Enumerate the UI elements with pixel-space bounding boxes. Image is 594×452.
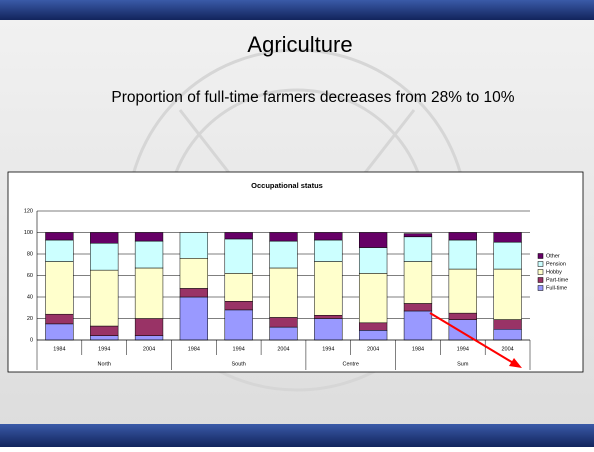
bar-segment — [493, 319, 522, 330]
bar-segment — [314, 239, 343, 262]
bar-segment — [448, 239, 477, 270]
legend-swatch — [537, 285, 544, 291]
x-tick-label: 2004 — [143, 346, 155, 352]
y-tick-label: 100 — [24, 230, 33, 236]
bar-segment — [493, 232, 522, 243]
legend-swatch — [537, 269, 544, 275]
y-tick-label: 80 — [27, 251, 33, 257]
bar-segment — [269, 317, 298, 328]
bar-segment — [269, 326, 298, 341]
bar-segment — [90, 269, 119, 327]
bar-segment — [358, 330, 388, 341]
legend-swatch — [537, 261, 544, 267]
bar-segment — [269, 267, 298, 318]
bar-segment — [179, 288, 209, 298]
x-tick-label: 2004 — [501, 346, 513, 352]
bar-segment — [358, 273, 388, 324]
x-tick-label: 1994 — [98, 346, 110, 352]
chart: 0 20 40 60 80 100 120 1984 1994 2004 1984 1994 2004 1… — [24, 208, 568, 370]
x-tick-label: 2004 — [367, 346, 379, 352]
group-label: Centre — [342, 361, 359, 367]
group-label: North — [98, 361, 111, 367]
legend-label: Full-time — [546, 285, 567, 291]
bar-segment — [448, 268, 477, 314]
trend-arrow — [429, 312, 522, 368]
bar-segment — [224, 273, 253, 302]
bar-segment — [403, 236, 433, 262]
legend-label: Hobby — [546, 269, 562, 275]
bar-segment — [45, 232, 74, 241]
x-tick-label: 1994 — [322, 346, 334, 352]
bar-segment — [224, 301, 253, 311]
legend-swatch — [537, 253, 544, 259]
bar-segment — [179, 258, 209, 289]
bar-segment — [358, 232, 388, 248]
bar-segment — [90, 232, 119, 244]
bar-segment — [448, 319, 477, 341]
y-tick-label: 60 — [27, 273, 33, 279]
bar-segment — [134, 267, 164, 319]
x-tick-label: 1984 — [53, 346, 65, 352]
group-label: Sum — [457, 361, 469, 367]
bar-segment — [134, 335, 164, 341]
bar-segment — [224, 309, 253, 341]
bottom-band — [0, 424, 594, 447]
bar-segment — [179, 232, 209, 259]
bar-segment — [448, 232, 477, 241]
bar-segment — [403, 303, 433, 312]
y-tick-label: 40 — [27, 294, 33, 300]
slide-subtitle: Proportion of full-time farmers decrease… — [111, 89, 514, 106]
slide-title: Agriculture — [247, 32, 352, 57]
legend-swatch — [537, 277, 544, 283]
bar-segment — [269, 240, 298, 269]
y-tick-label: 20 — [27, 316, 33, 322]
bar-segment — [314, 318, 343, 341]
bar-segment — [314, 315, 343, 319]
bar-segment — [224, 232, 253, 240]
bar-segment — [45, 239, 74, 262]
y-tick-label: 120 — [24, 208, 33, 214]
y-tick-label: 0 — [30, 337, 33, 343]
group-label: South — [231, 361, 245, 367]
x-tick-label: 1994 — [457, 346, 469, 352]
x-tick-label: 1994 — [233, 346, 245, 352]
bar-segment — [45, 313, 74, 325]
top-band — [0, 0, 594, 20]
bar-segment — [134, 318, 164, 336]
bar-segment — [90, 325, 119, 336]
bar-segment — [314, 261, 343, 316]
legend-label: Other — [546, 253, 560, 259]
bar-segment — [314, 232, 343, 241]
bar-segment — [134, 232, 164, 242]
bar-segment — [179, 296, 209, 341]
bar-segment — [403, 310, 433, 341]
x-tick-label: 1984 — [412, 346, 424, 352]
bar-segment — [493, 329, 522, 341]
x-tick-label: 2004 — [277, 346, 289, 352]
chart-title: Occupational status — [251, 181, 323, 190]
bar-segment — [493, 268, 522, 320]
bar-segment — [134, 240, 164, 269]
bar-segment — [493, 241, 522, 270]
bar-segment — [358, 247, 388, 274]
bar-segment — [358, 322, 388, 331]
bar-segment — [403, 261, 433, 304]
legend-label: Pension — [546, 261, 566, 267]
bar-segment — [269, 232, 298, 242]
legend-label: Part-time — [546, 277, 568, 283]
bar-segment — [448, 312, 477, 320]
bar-segment — [224, 238, 253, 274]
bar-segment — [403, 233, 433, 238]
bar-segment — [90, 243, 119, 271]
bar-segment — [45, 261, 74, 315]
bar-segment — [45, 323, 74, 341]
x-tick-label: 1984 — [188, 346, 200, 352]
bar-segment — [90, 335, 119, 341]
